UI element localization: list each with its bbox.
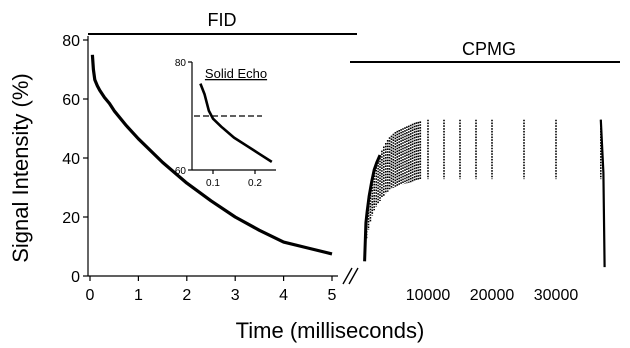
y-tick-label: 80 <box>62 33 80 50</box>
cpmg-final-decay <box>599 119 606 268</box>
fid-region-label: FID <box>208 10 237 30</box>
cpmg-region-label: CPMG <box>462 39 516 59</box>
cpmg-x-tick-label: 20000 <box>470 287 515 304</box>
fid-x-tick-label: 5 <box>328 287 337 304</box>
fid-x-tick-label: 0 <box>86 287 95 304</box>
cpmg-x-tick-label: 30000 <box>534 287 579 304</box>
inset-y-tick-label: 80 <box>175 58 187 69</box>
inset-y-tick-label: 60 <box>175 166 187 177</box>
y-axis-label: Signal Intensity (%) <box>8 73 33 263</box>
inset-x-tick-label: 0.2 <box>248 178 262 189</box>
fid-x-tick-label: 3 <box>231 287 240 304</box>
fid-x-tick-label: 1 <box>134 287 143 304</box>
plot-area: 0 20 40 60 80 0 1 2 3 4 5 FID 10000 20000 30000 CPMG 60 8… <box>62 10 620 304</box>
y-tick-label: 60 <box>62 92 80 109</box>
y-tick-label: 0 <box>71 269 80 286</box>
axis-break-mark <box>348 267 359 285</box>
axis-break-mark <box>342 267 353 285</box>
cpmg-x-tick-label: 10000 <box>406 287 451 304</box>
y-tick-label: 40 <box>62 151 80 168</box>
y-tick-label: 20 <box>62 210 80 227</box>
inset-x-tick-label: 0.1 <box>206 178 220 189</box>
fid-curve <box>90 54 333 256</box>
fid-x-tick-label: 2 <box>182 287 191 304</box>
fid-x-tick-label: 4 <box>279 287 288 304</box>
inset-title: Solid Echo <box>205 66 267 81</box>
x-axis-label: Time (milliseconds) <box>236 318 425 343</box>
inset-curve <box>199 83 273 163</box>
